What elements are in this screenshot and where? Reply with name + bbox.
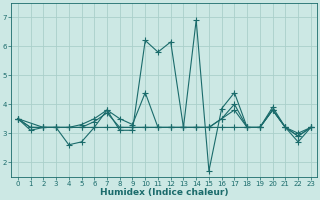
X-axis label: Humidex (Indice chaleur): Humidex (Indice chaleur)	[100, 188, 228, 197]
